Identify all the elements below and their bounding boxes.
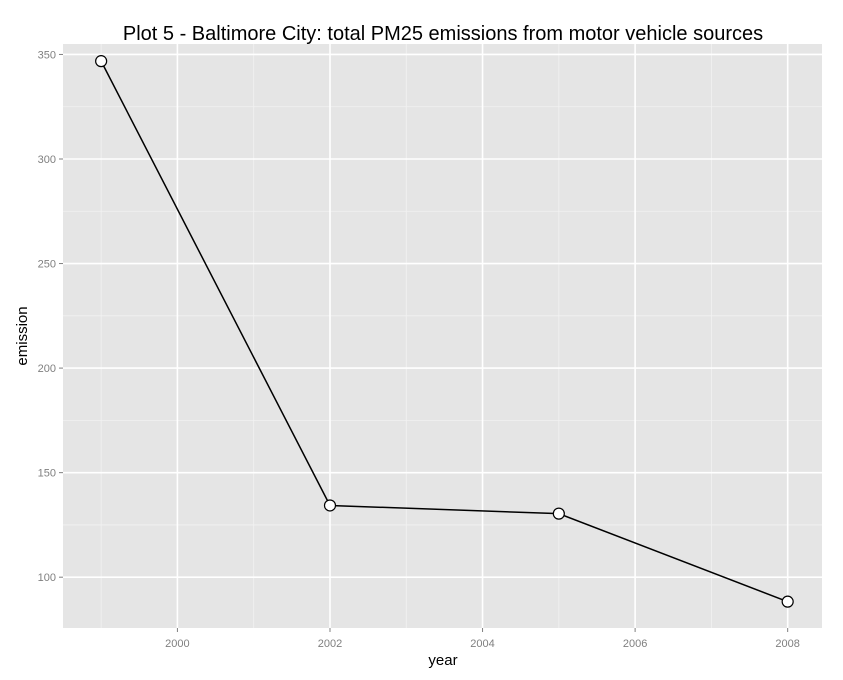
data-point [95, 55, 108, 68]
x-tick-label: 2000 [165, 638, 189, 650]
plot-panel [63, 44, 822, 628]
y-tick-label: 100 [38, 572, 56, 584]
x-tick-label: 2002 [318, 638, 342, 650]
data-point [323, 499, 337, 512]
y-tick-label: 150 [38, 468, 56, 480]
chart-title: Plot 5 - Baltimore City: total PM25 emis… [123, 23, 763, 45]
data-point [781, 595, 794, 608]
major-gridlines [63, 44, 822, 628]
series-layer [95, 55, 794, 608]
x-tick-label: 2006 [623, 638, 647, 650]
x-tick-label: 2004 [470, 638, 494, 650]
y-axis-title: emission [14, 306, 31, 365]
series-line [100, 60, 788, 603]
y-tick-label: 300 [38, 154, 56, 166]
minor-gridlines [63, 44, 822, 628]
x-axis-ticks: 2000 2002 2004 2006 2008 [165, 628, 800, 650]
y-tick-label: 200 [38, 363, 56, 375]
x-tick-label: 2008 [775, 638, 799, 650]
y-tick-label: 250 [38, 259, 56, 271]
x-axis-title: year [428, 652, 457, 669]
y-tick-label: 350 [38, 49, 56, 61]
data-point [552, 507, 565, 520]
y-axis-ticks: 100 150 200 250 300 350 [38, 49, 63, 584]
